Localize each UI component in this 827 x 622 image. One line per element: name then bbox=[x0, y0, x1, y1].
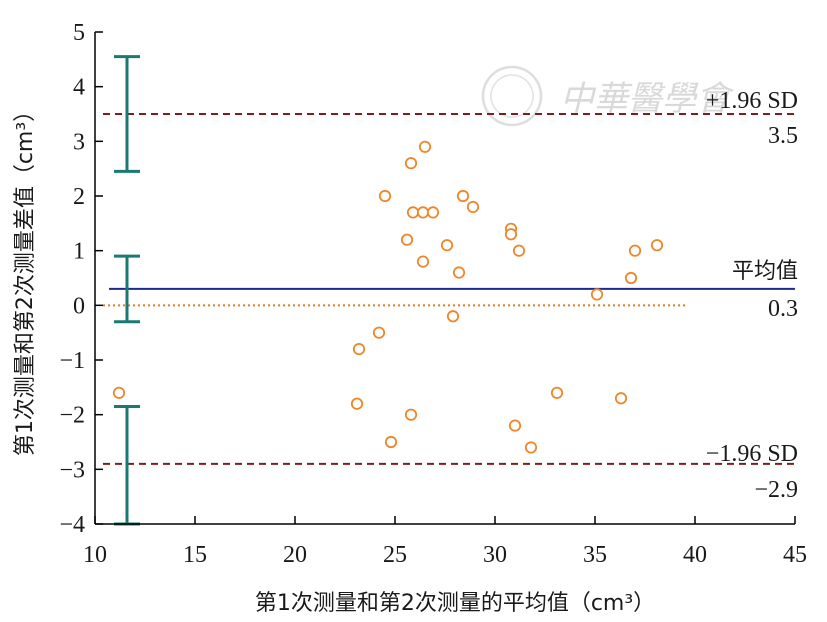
data-point-21 bbox=[504, 228, 518, 241]
data-point-7 bbox=[400, 233, 414, 246]
watermark-seal bbox=[481, 65, 543, 127]
y-tick-label-1: 4 bbox=[73, 75, 85, 101]
data-point-17 bbox=[452, 266, 466, 279]
y-tick-label-2: 3 bbox=[73, 129, 85, 155]
data-point-16 bbox=[446, 310, 460, 323]
lower-limit-value: −2.9 bbox=[754, 477, 798, 503]
data-point-19 bbox=[466, 200, 480, 214]
mean-value: 0.3 bbox=[768, 296, 798, 322]
mean-ci-bar bbox=[114, 254, 140, 324]
data-point-23 bbox=[512, 244, 526, 257]
watermark-text: 中華醫學會 bbox=[560, 79, 735, 119]
data-point-14 bbox=[426, 206, 440, 219]
data-point-2 bbox=[350, 397, 364, 410]
y-tick-label-3: 2 bbox=[73, 184, 85, 210]
y-tick-label-4: 1 bbox=[73, 239, 85, 265]
data-point-6 bbox=[384, 435, 398, 449]
upper-limit-ci-bar bbox=[114, 55, 140, 173]
data-point-22 bbox=[508, 419, 522, 432]
upper-limit-label: +1.96 SD bbox=[706, 88, 798, 114]
data-point-26 bbox=[590, 288, 604, 301]
x-tick-label-20: 20 bbox=[283, 542, 307, 568]
y-axis-title: 第1次测量和第2次测量差值（cm³） bbox=[13, 100, 38, 456]
data-point-27 bbox=[614, 392, 628, 405]
x-tick-label-10: 10 bbox=[83, 542, 107, 568]
y-ticks: 5 4 3 2 1 0 −1 −2 −3 −4 bbox=[59, 20, 103, 538]
y-tick-label-5: 0 bbox=[73, 293, 85, 319]
data-point-24 bbox=[524, 441, 538, 454]
x-tick-label-35: 35 bbox=[583, 542, 607, 568]
data-point-11 bbox=[416, 255, 430, 268]
y-tick-label-9: −4 bbox=[59, 512, 85, 538]
x-tick-label-45: 45 bbox=[783, 542, 807, 568]
data-point-10 bbox=[404, 408, 418, 421]
y-tick-label-8: −3 bbox=[59, 457, 85, 483]
mean-label: 平均值 bbox=[732, 259, 798, 284]
lower-limit-ci-bar bbox=[114, 404, 140, 526]
data-point-30 bbox=[650, 239, 664, 252]
data-point-3 bbox=[352, 342, 366, 356]
y-tick-label-0: 5 bbox=[73, 20, 85, 46]
y-tick-label-7: −2 bbox=[59, 403, 85, 429]
data-point-12 bbox=[416, 206, 430, 219]
watermark: 中華醫學會 bbox=[481, 65, 735, 127]
data-point-9 bbox=[406, 206, 420, 219]
data-point-18 bbox=[456, 189, 470, 203]
upper-limit-value: 3.5 bbox=[768, 123, 798, 149]
x-tick-label-15: 15 bbox=[183, 542, 207, 568]
x-tick-label-30: 30 bbox=[483, 542, 507, 568]
watermark-seal-inner bbox=[490, 74, 534, 118]
data-point-4 bbox=[372, 326, 386, 339]
x-ticks: 10 15 20 25 30 35 40 45 bbox=[83, 516, 807, 568]
data-point-25 bbox=[550, 386, 564, 399]
y-tick-label-6: −1 bbox=[59, 348, 85, 374]
x-tick-label-40: 40 bbox=[683, 542, 707, 568]
plot-area bbox=[103, 55, 795, 526]
data-point-5 bbox=[378, 189, 392, 203]
data-point-13 bbox=[418, 140, 432, 153]
x-axis-title: 第1次测量和第2次测量的平均值（cm³） bbox=[255, 591, 655, 616]
data-point-28 bbox=[624, 271, 638, 285]
data-point-1 bbox=[112, 386, 126, 399]
x-tick-label-25: 25 bbox=[383, 542, 407, 568]
lower-limit-label: −1.96 SD bbox=[706, 441, 798, 467]
data-point-29 bbox=[628, 244, 642, 257]
data-point-8 bbox=[404, 157, 418, 170]
data-point-15 bbox=[440, 239, 454, 252]
